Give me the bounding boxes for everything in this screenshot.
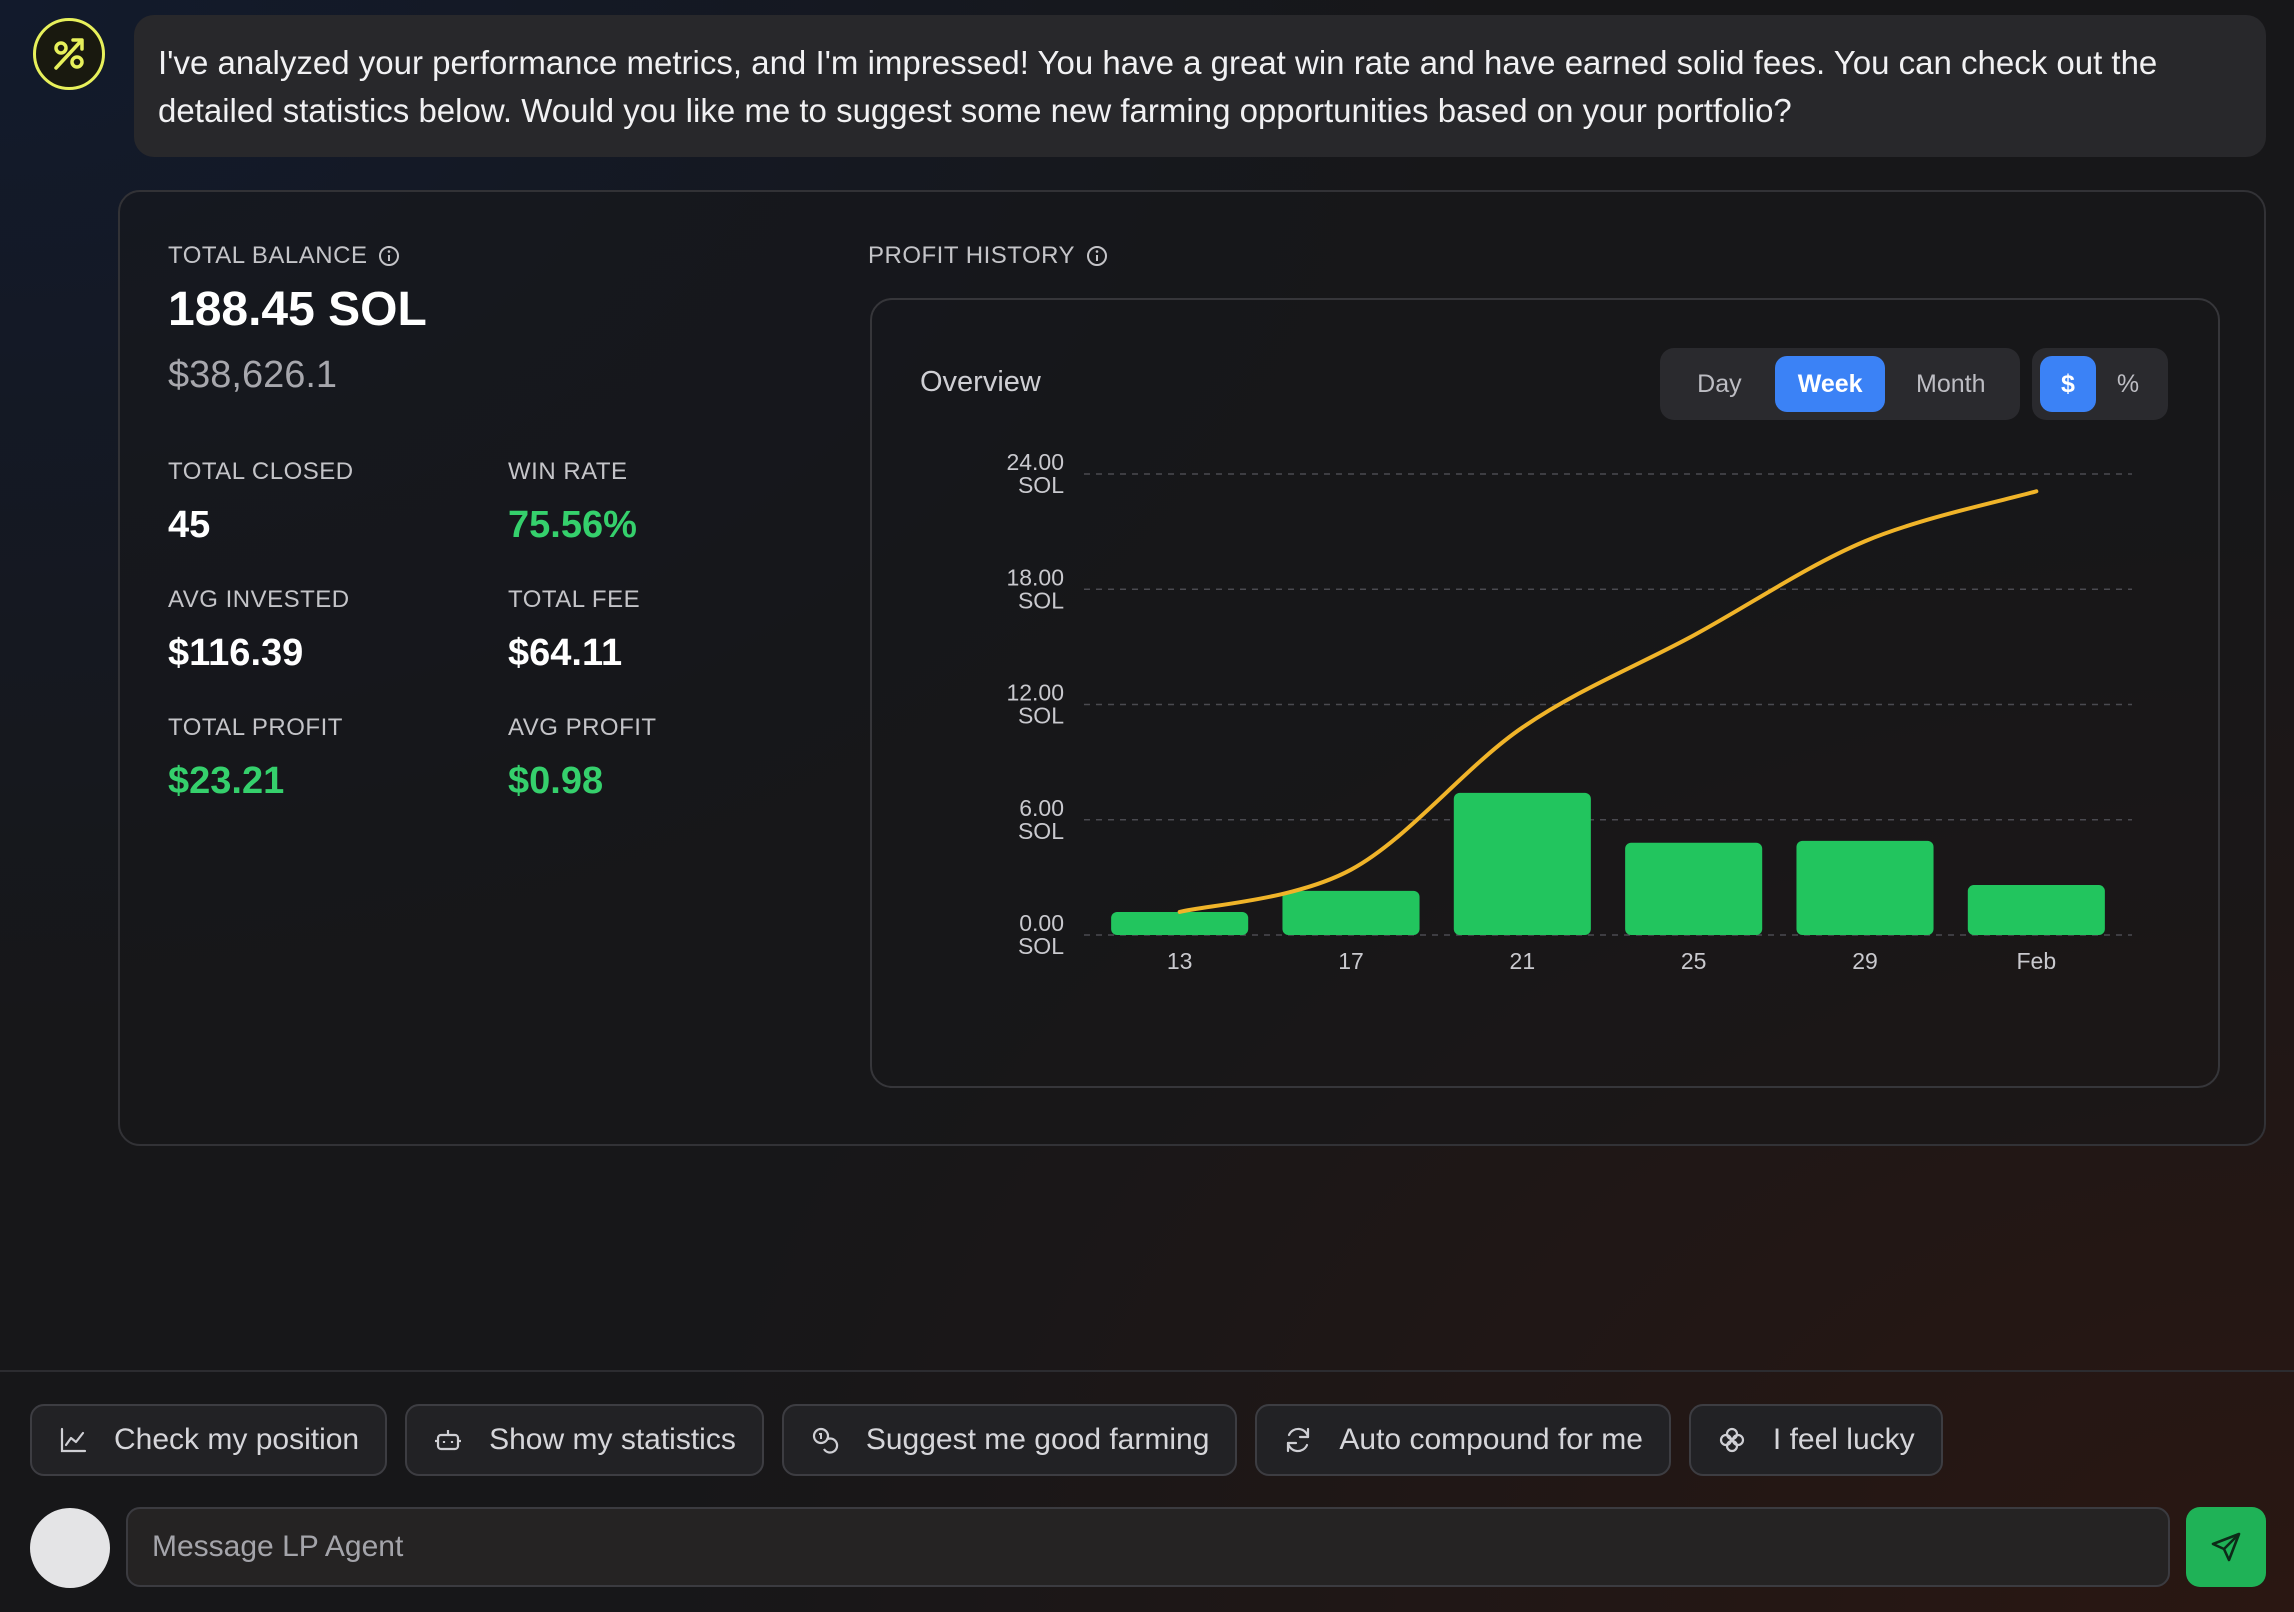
total-balance-usd: $38,626.1 <box>168 354 338 396</box>
send-icon <box>2211 1532 2241 1562</box>
chart-bar <box>1625 842 1763 935</box>
profit-history-chart: Overview Day Week Month $ % 24.00 SOL 18.0… <box>870 298 2220 1088</box>
metric-total-fee: TOTAL FEE $64.11 <box>508 586 640 675</box>
statistics-card: TOTAL BALANCE 188.45 SOL $38,626.1 TOTAL… <box>118 190 2266 1146</box>
agent-message: I've analyzed your performance metrics, … <box>134 15 2266 157</box>
y-tick-label: 12.00 SOL <box>1006 680 1064 729</box>
y-tick-label: 0.00 SOL <box>1018 910 1064 959</box>
suggestion-show-statistics[interactable]: Show my statistics <box>405 1404 764 1476</box>
total-balance-label-text: TOTAL BALANCE <box>168 242 368 269</box>
period-week-button[interactable]: Week <box>1774 356 1886 412</box>
suggestion-label: Check my position <box>114 1423 360 1456</box>
user-avatar[interactable] <box>30 1508 110 1588</box>
suggestion-label: Show my statistics <box>489 1423 736 1456</box>
chart-overview-title: Overview <box>920 366 1041 398</box>
suggestion-label: I feel lucky <box>1772 1423 1915 1456</box>
metric-value: $0.98 <box>508 760 604 802</box>
y-tick-label: 24.00 SOL <box>1006 449 1064 498</box>
metric-avg-profit: AVG PROFIT $0.98 <box>508 714 657 803</box>
unit-toggle: $ % <box>2032 348 2168 420</box>
suggestion-good-farming[interactable]: Suggest me good farming <box>781 1404 1238 1476</box>
profit-history-label: PROFIT HISTORY <box>868 242 1109 270</box>
metric-total-profit: TOTAL PROFIT $23.21 <box>168 714 343 803</box>
total-balance-label: TOTAL BALANCE <box>168 242 401 270</box>
metric-label: AVG INVESTED <box>168 586 350 613</box>
metric-value: $23.21 <box>168 760 285 802</box>
chart-bar <box>1453 792 1591 935</box>
x-tick-label: 25 <box>1681 948 1707 974</box>
metric-total-closed: TOTAL CLOSED 45 <box>168 458 354 547</box>
cumulative-profit-line <box>1177 489 2039 914</box>
y-tick-label: 6.00 SOL <box>1018 795 1064 844</box>
metric-label: AVG PROFIT <box>508 714 657 741</box>
period-month-button[interactable]: Month <box>1916 369 1986 398</box>
total-balance-sol: 188.45 SOL <box>168 283 427 336</box>
suggestion-chips: Check my position Show my statistics Sug… <box>30 1404 1943 1476</box>
x-tick-label: 29 <box>1852 948 1878 974</box>
suggestion-auto-compound[interactable]: Auto compound for me <box>1255 1404 1671 1476</box>
suggestion-feel-lucky[interactable]: I feel lucky <box>1688 1404 1943 1476</box>
coins-icon <box>812 1427 839 1454</box>
chart-bar <box>1282 890 1420 935</box>
period-day-button[interactable]: Day <box>1697 369 1742 398</box>
unit-percent-button[interactable]: % <box>2116 369 2140 398</box>
period-toggle: Day Week Month <box>1660 348 2020 420</box>
send-button[interactable] <box>2186 1507 2266 1587</box>
x-tick-label: 17 <box>1338 948 1364 974</box>
info-icon[interactable] <box>377 244 401 268</box>
metric-label: TOTAL CLOSED <box>168 458 354 485</box>
metric-value: $116.39 <box>168 632 304 674</box>
chart-canvas: 24.00 SOL 18.00 SOL 12.00 SOL 6.00 SOL 0.00 SOL 13… <box>1006 449 2132 974</box>
chart-bar <box>1796 840 1934 935</box>
suggestion-label: Auto compound for me <box>1339 1423 1643 1456</box>
profit-history-label-text: PROFIT HISTORY <box>868 242 1076 269</box>
chart-line-icon <box>60 1427 87 1453</box>
metric-avg-invested: AVG INVESTED $116.39 <box>168 586 350 675</box>
composer-divider <box>0 1370 2294 1372</box>
x-tick-label: Feb <box>2017 948 2057 974</box>
metric-win-rate: WIN RATE 75.56% <box>508 458 637 547</box>
suggestion-check-position[interactable]: Check my position <box>30 1404 388 1476</box>
clover-icon <box>1719 1427 1745 1453</box>
message-input[interactable] <box>126 1507 2170 1587</box>
y-tick-label: 18.00 SOL <box>1006 564 1064 613</box>
chart-bar <box>1967 885 2105 935</box>
metric-value: $64.11 <box>508 632 623 674</box>
bot-icon <box>435 1430 462 1451</box>
refresh-icon <box>1287 1427 1310 1453</box>
x-tick-label: 13 <box>1167 948 1193 974</box>
unit-dollar-button[interactable]: $ <box>2040 356 2096 412</box>
chart-bar <box>1111 911 1249 935</box>
metric-value: 45 <box>168 504 211 546</box>
agent-message-text: I've analyzed your performance metrics, … <box>158 44 2158 129</box>
percent-arrow-icon <box>54 38 84 70</box>
suggestion-label: Suggest me good farming <box>865 1423 1210 1456</box>
agent-avatar <box>33 18 105 90</box>
metric-value: 75.56% <box>508 504 637 546</box>
metric-label: TOTAL PROFIT <box>168 714 343 741</box>
metric-label: TOTAL FEE <box>508 586 641 613</box>
metric-label: WIN RATE <box>508 458 628 485</box>
info-icon[interactable] <box>1085 244 1109 268</box>
x-tick-label: 21 <box>1510 948 1536 974</box>
